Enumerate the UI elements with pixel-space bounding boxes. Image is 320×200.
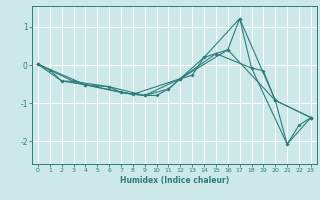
X-axis label: Humidex (Indice chaleur): Humidex (Indice chaleur): [120, 176, 229, 185]
